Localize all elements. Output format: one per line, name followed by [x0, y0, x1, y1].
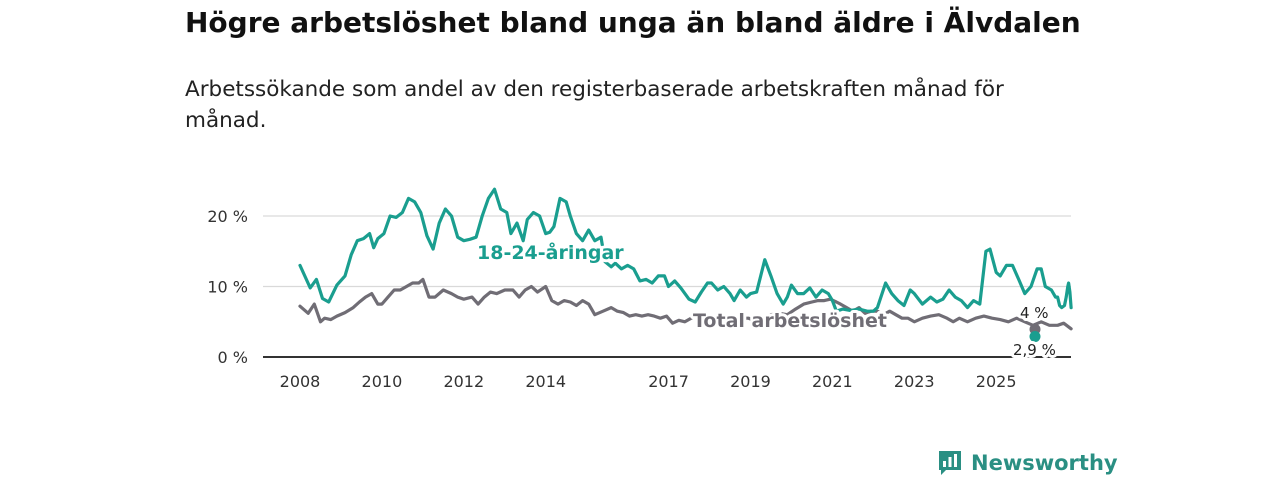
x-tick-label: 2019: [730, 372, 771, 391]
x-tick-label: 2008: [280, 372, 321, 391]
y-tick-label: 10 %: [207, 278, 248, 297]
y-tick-label: 0 %: [218, 348, 248, 367]
y-tick-label: 20 %: [207, 207, 248, 226]
end-label-youth-halo: 2,9 %: [1013, 341, 1056, 359]
end-marker-youth: [1029, 331, 1041, 343]
series-line-total: [298, 277, 1073, 331]
x-tick-label: 2017: [648, 372, 689, 391]
x-tick-label: 2023: [894, 372, 935, 391]
brand-logo[interactable]: Newsworthy: [937, 449, 1118, 477]
x-tick-label: 2010: [362, 372, 403, 391]
series-label-youth-halo: 18-24-åringar: [477, 240, 624, 264]
x-tick-label: 2021: [812, 372, 853, 391]
x-tick-label: 2025: [976, 372, 1017, 391]
series-label-youth: 18-24-åringar: [477, 240, 624, 264]
end-label-youth: 2,9 %: [1013, 341, 1056, 359]
chart-title: Högre arbetslöshet bland unga än bland ä…: [185, 6, 1081, 39]
newsworthy-logo-icon: [939, 451, 961, 475]
x-tick-label: 2014: [525, 372, 566, 391]
series-label-total-halo: Total arbetslöshet: [693, 310, 887, 332]
chart-subtitle: Arbetssökande som andel av den registerb…: [185, 77, 1004, 133]
x-tick-label: 2012: [443, 372, 484, 391]
series-label-total: Total arbetslöshet: [693, 310, 887, 332]
brand-name: Newsworthy: [971, 451, 1118, 475]
end-label-total-halo: 4 %: [1020, 304, 1049, 322]
series-line-youth: [298, 187, 1073, 313]
end-label-total: 4 %: [1020, 304, 1049, 322]
